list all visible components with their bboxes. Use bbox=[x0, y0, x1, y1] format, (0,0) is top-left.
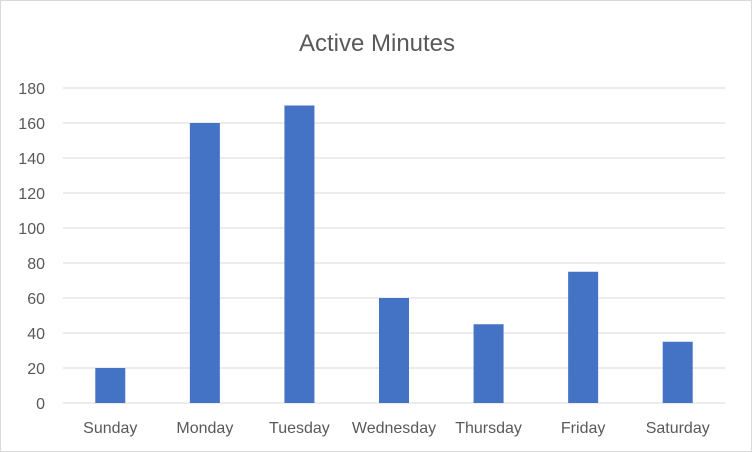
chart-title: Active Minutes bbox=[299, 30, 455, 57]
y-tick-label: 80 bbox=[27, 256, 45, 273]
bar-tuesday bbox=[284, 105, 315, 403]
y-tick-label: 100 bbox=[18, 221, 45, 238]
x-tick-label: Saturday bbox=[646, 420, 710, 437]
y-tick-label: 0 bbox=[36, 396, 45, 413]
x-tick-label: Monday bbox=[176, 420, 233, 437]
x-axis-ticks: Sunday Monday Tuesday Wednesday Thursday Frid… bbox=[83, 420, 710, 437]
bar-thursday bbox=[473, 324, 504, 403]
bar-monday bbox=[189, 123, 220, 403]
bar-friday bbox=[568, 271, 599, 403]
y-tick-label: 120 bbox=[18, 186, 45, 203]
x-tick-label: Friday bbox=[561, 420, 605, 437]
x-tick-label: Tuesday bbox=[269, 420, 330, 437]
bar-saturday bbox=[662, 341, 693, 403]
x-tick-label: Wednesday bbox=[352, 420, 436, 437]
x-tick-label: Thursday bbox=[455, 420, 522, 437]
y-tick-label: 180 bbox=[18, 81, 45, 98]
bar-wednesday bbox=[379, 298, 409, 403]
bars bbox=[95, 105, 693, 403]
y-tick-label: 140 bbox=[18, 151, 45, 168]
y-tick-label: 20 bbox=[27, 361, 45, 378]
bar-sunday bbox=[95, 368, 126, 403]
x-tick-label: Sunday bbox=[83, 420, 137, 437]
y-tick-label: 60 bbox=[27, 291, 45, 308]
gridlines bbox=[63, 87, 725, 404]
y-tick-label: 40 bbox=[27, 326, 45, 343]
y-tick-label: 160 bbox=[18, 116, 45, 133]
y-axis-ticks: 0 20 40 60 80 100 120 140 160 180 bbox=[18, 81, 45, 413]
